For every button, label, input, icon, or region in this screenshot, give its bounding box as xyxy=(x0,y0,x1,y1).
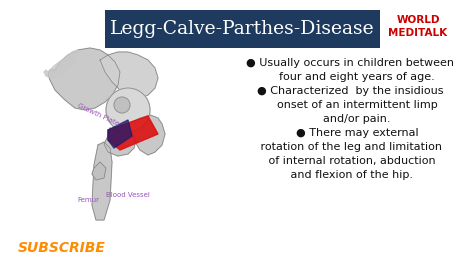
Text: WORLD: WORLD xyxy=(396,15,440,25)
Text: Legg-Calve-Parthes-Disease: Legg-Calve-Parthes-Disease xyxy=(110,20,375,38)
Polygon shape xyxy=(132,115,165,155)
Polygon shape xyxy=(92,162,106,180)
Polygon shape xyxy=(108,116,158,150)
FancyBboxPatch shape xyxy=(105,10,380,48)
Polygon shape xyxy=(100,52,158,98)
Polygon shape xyxy=(44,50,78,78)
Text: Femur: Femur xyxy=(77,197,99,203)
Text: MEDITALK: MEDITALK xyxy=(388,28,447,38)
Text: Blood Vessel: Blood Vessel xyxy=(106,192,150,198)
Polygon shape xyxy=(108,120,132,148)
Circle shape xyxy=(106,88,150,132)
Text: Growth Plate: Growth Plate xyxy=(76,103,119,127)
Polygon shape xyxy=(92,142,112,220)
Polygon shape xyxy=(104,128,136,156)
Text: ● Usually occurs in children between
    four and eight years of age.
● Characte: ● Usually occurs in children between fou… xyxy=(246,58,454,180)
Polygon shape xyxy=(48,48,120,110)
Text: SUBSCRIBE: SUBSCRIBE xyxy=(18,241,106,255)
Circle shape xyxy=(114,97,130,113)
